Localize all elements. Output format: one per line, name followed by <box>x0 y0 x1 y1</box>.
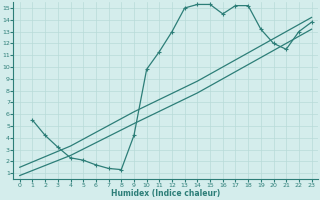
X-axis label: Humidex (Indice chaleur): Humidex (Indice chaleur) <box>111 189 220 198</box>
